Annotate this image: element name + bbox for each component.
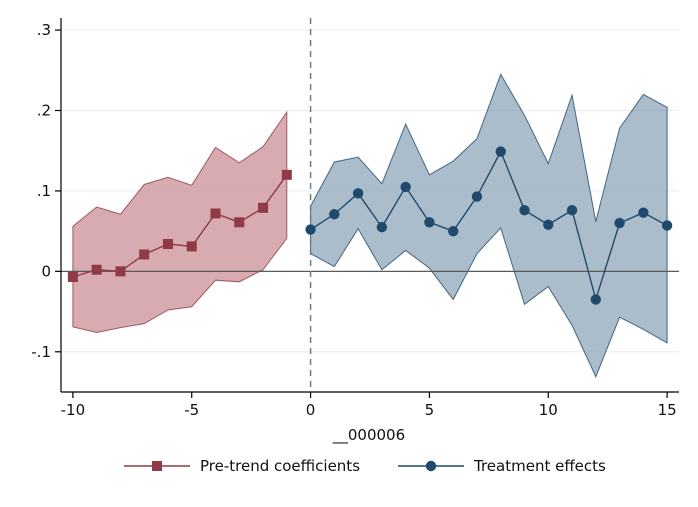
- x-axis-title: __000006: [332, 426, 405, 445]
- point-series-1-7: [471, 191, 483, 202]
- y-tick-label-2: .1: [37, 182, 51, 200]
- point-series-1-11: [566, 205, 578, 216]
- y-tick-label-1: 0: [41, 262, 51, 280]
- point-series-1-0: [305, 224, 316, 235]
- series-lines: [72, 149, 668, 303]
- point-series-1-12: [590, 294, 602, 305]
- x-tick-label-5: 15: [658, 401, 677, 419]
- x-tick-label-2: 0: [306, 401, 316, 419]
- legend-marker-series-0: [152, 461, 162, 471]
- point-series-1-2: [352, 188, 364, 199]
- x-tick-label-3: 5: [425, 401, 435, 419]
- y-tick-label-4: .3: [37, 21, 51, 39]
- point-series-0-4: [162, 239, 173, 250]
- point-series-1-14: [638, 207, 649, 218]
- point-series-1-3: [376, 221, 388, 233]
- y-tick-label-3: .2: [37, 101, 51, 119]
- point-series-0-8: [258, 202, 269, 213]
- point-series-1-5: [424, 217, 435, 228]
- axes: -.1 0 .1 .2 .3 -10 -5 0 5 10 15: [31, 18, 679, 419]
- x-tick-label-1: -5: [184, 401, 199, 419]
- point-series-1-4: [400, 181, 411, 193]
- point-series-1-1: [329, 209, 340, 220]
- point-series-1-6: [447, 225, 459, 237]
- confidence-bands: [72, 73, 668, 378]
- point-series-1-15: [661, 220, 673, 231]
- ci-band-series-0: [72, 110, 288, 333]
- y-tick-label-0: -.1: [31, 343, 51, 361]
- legend: Pre-trend coefficients Treatment effects: [124, 457, 606, 475]
- x-tick-label-0: -10: [61, 401, 86, 419]
- point-series-0-0: [67, 271, 78, 282]
- x-tick-label-4: 10: [539, 401, 558, 419]
- point-series-0-2: [115, 266, 126, 277]
- point-series-0-6: [210, 208, 221, 219]
- point-series-0-7: [234, 217, 245, 228]
- point-series-1-9: [519, 205, 530, 216]
- point-series-0-1: [91, 264, 102, 275]
- series-line-0: [72, 174, 288, 278]
- point-series-0-9: [281, 169, 292, 180]
- point-series-1-13: [614, 217, 625, 229]
- legend-label-series-0: Pre-trend coefficients: [200, 457, 360, 475]
- point-series-1-8: [495, 146, 506, 157]
- series-markers: [67, 146, 673, 305]
- ci-band-series-1: [310, 73, 668, 378]
- point-series-0-3: [139, 249, 150, 260]
- series-line-1: [310, 149, 668, 303]
- point-series-1-10: [543, 219, 554, 230]
- point-series-0-5: [186, 241, 197, 252]
- reference-lines: [61, 18, 679, 392]
- legend-label-series-1: Treatment effects: [473, 457, 606, 475]
- legend-marker-series-1: [425, 460, 437, 472]
